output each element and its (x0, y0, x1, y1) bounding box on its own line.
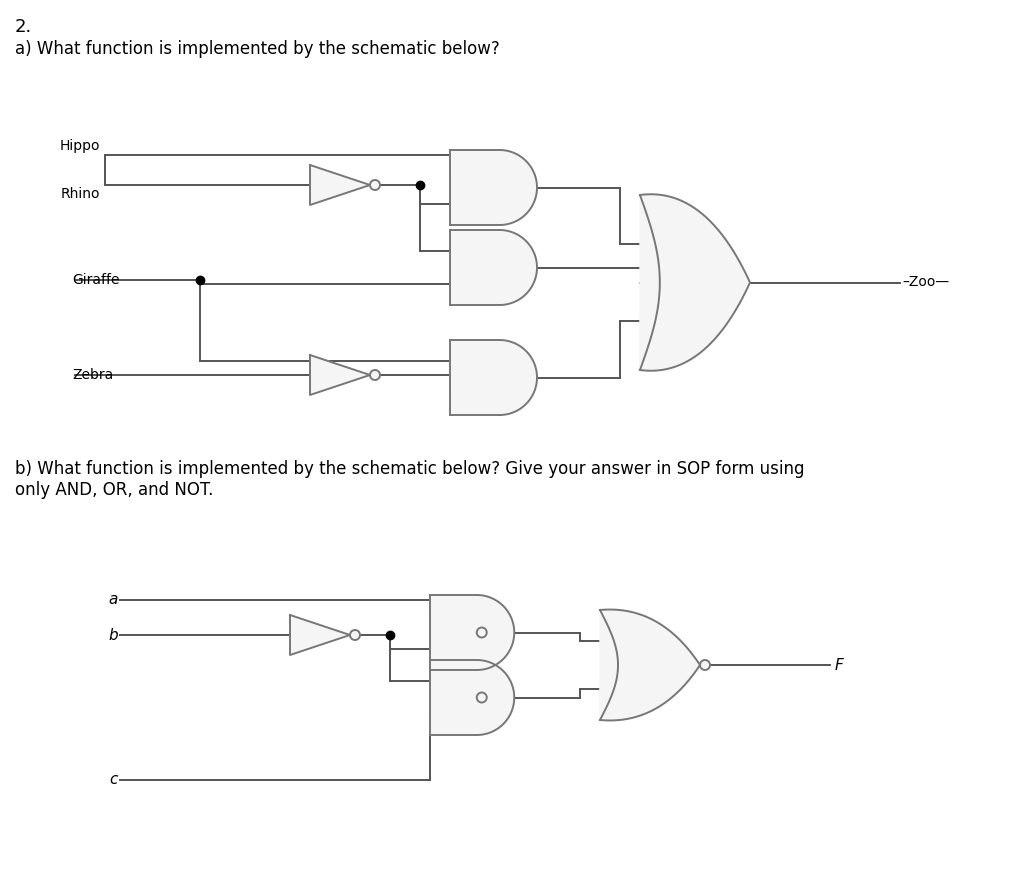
Text: a) What function is implemented by the schematic below?: a) What function is implemented by the s… (15, 40, 500, 58)
Circle shape (700, 660, 710, 670)
Text: b) What function is implemented by the schematic below? Give your answer in SOP : b) What function is implemented by the s… (15, 460, 805, 499)
Polygon shape (430, 595, 514, 670)
Text: F: F (835, 658, 844, 672)
Text: Hippo: Hippo (59, 139, 100, 153)
Polygon shape (450, 230, 537, 305)
Polygon shape (430, 660, 514, 735)
Text: a: a (109, 592, 118, 607)
Polygon shape (450, 150, 537, 225)
Polygon shape (450, 340, 537, 415)
Text: Giraffe: Giraffe (72, 273, 120, 287)
Polygon shape (290, 615, 350, 655)
Text: –Zoo—: –Zoo— (902, 276, 949, 290)
Circle shape (370, 180, 380, 190)
Polygon shape (310, 165, 370, 205)
Polygon shape (310, 355, 370, 395)
Text: b: b (109, 628, 118, 643)
Polygon shape (640, 195, 750, 371)
Text: c: c (110, 773, 118, 788)
Circle shape (350, 630, 360, 640)
Circle shape (477, 628, 486, 637)
Circle shape (370, 370, 380, 380)
Text: Zebra: Zebra (72, 368, 114, 382)
Circle shape (477, 693, 486, 702)
Text: 2.: 2. (15, 18, 32, 36)
Text: Rhino: Rhino (60, 187, 100, 201)
Polygon shape (600, 610, 700, 720)
